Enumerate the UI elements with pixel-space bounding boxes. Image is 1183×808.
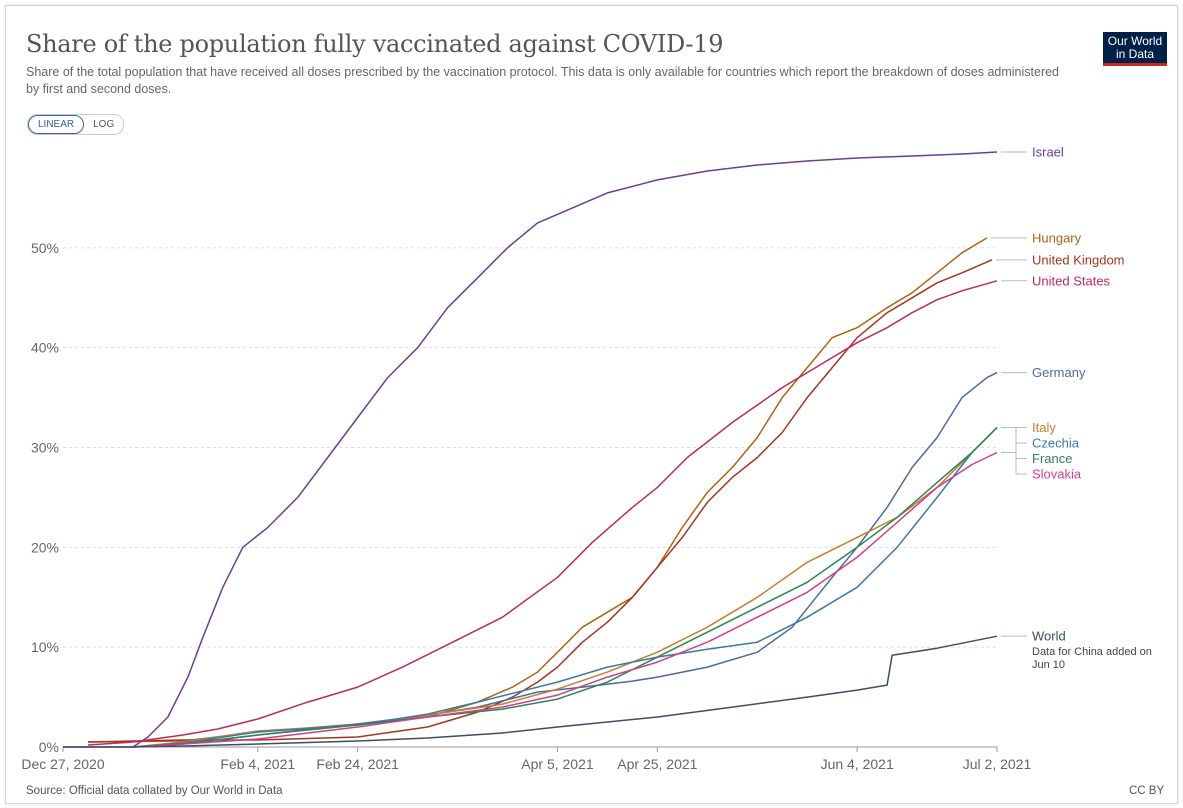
series-label-slovakia[interactable]: Slovakia <box>1032 467 1082 482</box>
x-tick-label: Apr 5, 2021 <box>521 756 594 772</box>
series-label-united-states[interactable]: United States <box>1032 273 1111 288</box>
series-label-czechia[interactable]: Czechia <box>1032 436 1080 451</box>
x-tick-label: Jun 4, 2021 <box>821 756 894 772</box>
x-tick-label: Feb 4, 2021 <box>220 756 295 772</box>
series-line-united-states[interactable] <box>87 280 998 746</box>
x-tick-label: Dec 27, 2020 <box>21 756 104 772</box>
world-annotation-line: Data for China added on <box>1032 646 1152 658</box>
series-label-italy[interactable]: Italy <box>1032 420 1056 435</box>
x-axis-ticks: Dec 27, 2020 Feb 4, 2021 Feb 24, 2021 Apr 5… <box>21 747 1031 772</box>
series-label-hungary[interactable]: Hungary <box>1032 230 1082 245</box>
y-tick-label: 40% <box>31 340 59 356</box>
series-label-france[interactable]: France <box>1032 451 1072 466</box>
license-link[interactable]: CC BY <box>1129 785 1165 797</box>
log-scale-button[interactable]: LOG <box>93 119 115 130</box>
series-line-germany[interactable] <box>132 371 998 748</box>
y-tick-label: 50% <box>31 240 59 256</box>
series-line-czechia[interactable] <box>132 426 998 748</box>
source-note[interactable]: Source: Official data collated by Our Wo… <box>26 785 283 797</box>
grid-lines <box>63 247 997 748</box>
world-annotation-line: Jun 10 <box>1032 659 1065 671</box>
y-tick-label: 20% <box>31 539 59 555</box>
series-line-united-kingdom[interactable] <box>87 259 993 743</box>
series-line-israel[interactable] <box>63 151 998 748</box>
series-label-united-kingdom[interactable]: United Kingdom <box>1032 252 1125 267</box>
scale-toggle: LINEAR LOG <box>27 114 125 135</box>
logo-line-2: in Data <box>1115 47 1155 61</box>
x-tick-label: Feb 24, 2021 <box>316 756 399 772</box>
y-tick-label: 30% <box>31 440 59 456</box>
chart-frame <box>5 5 1178 804</box>
series-labels: Israel Hungary United Kingdom United States… <box>991 144 1152 671</box>
series-label-israel[interactable]: Israel <box>1032 144 1064 159</box>
series-line-world[interactable] <box>63 635 998 748</box>
series-line-france[interactable] <box>132 426 998 748</box>
series-line-italy[interactable] <box>132 426 998 748</box>
chart-subtitle: Share of the total population that have … <box>26 65 1060 96</box>
series-line-slovakia[interactable] <box>132 451 998 748</box>
series-label-world[interactable]: World <box>1032 629 1066 644</box>
logo-accent-bar <box>1103 63 1167 66</box>
y-axis-ticks: 0% 10% 20% 30% 40% 50% <box>31 240 59 755</box>
logo-line-1: Our World <box>1107 34 1163 48</box>
chart-title: Share of the population fully vaccinated… <box>26 30 724 58</box>
series-lines <box>63 151 998 748</box>
label-leader-czechia <box>1001 427 1027 444</box>
label-leader-slovakia <box>1001 451 1027 475</box>
x-tick-label: Apr 25, 2021 <box>617 756 697 772</box>
y-tick-label: 10% <box>31 639 59 655</box>
y-tick-label: 0% <box>39 739 59 755</box>
linear-scale-button[interactable]: LINEAR <box>28 115 85 134</box>
owid-logo[interactable]: Our World in Data <box>1103 32 1167 66</box>
series-label-germany[interactable]: Germany <box>1032 365 1086 380</box>
x-tick-label: Jul 2, 2021 <box>963 756 1032 772</box>
series-line-hungary[interactable] <box>87 237 988 743</box>
label-leader-france <box>1001 427 1027 460</box>
